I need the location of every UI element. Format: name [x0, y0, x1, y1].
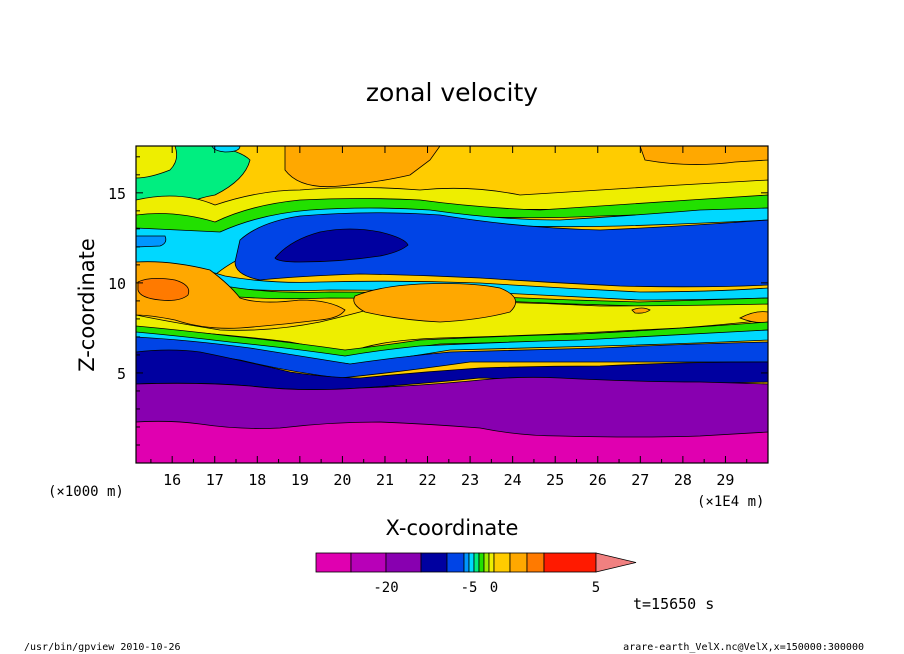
footer-right: arare-earth_VelX.nc@VelX,x=150000:300000 — [623, 642, 864, 653]
colorbar-box — [483, 552, 490, 573]
colorbar-box — [420, 552, 448, 573]
colorbar: -20 -5 0 5 — [315, 552, 637, 596]
colorbar-box — [493, 552, 511, 573]
colorbar-box — [468, 552, 475, 573]
colorbar-tick-label: 0 — [490, 580, 498, 596]
x-axis-unit: (×1E4 m) — [697, 494, 764, 510]
y-axis-ticks: 5 10 15 — [108, 156, 768, 446]
colorbar-tick-label: -5 — [461, 580, 478, 596]
contour-fill-magenta-bottom — [136, 420, 768, 463]
x-axis-ticks: 16 17 18 19 20 21 22 23 24 25 26 27 28 29 — [150, 146, 748, 489]
x-tick-label: 26 — [589, 471, 607, 489]
x-tick-label: 22 — [418, 471, 436, 489]
x-tick-label: 25 — [546, 471, 564, 489]
x-tick-label: 19 — [291, 471, 309, 489]
x-tick-label: 18 — [248, 471, 266, 489]
contour-fill-cyan-top-patch — [211, 146, 241, 153]
colorbar-box — [509, 552, 528, 573]
colorbar-box — [473, 552, 480, 573]
contour-fill-navy-core — [274, 228, 409, 263]
contour-fill-orange-core — [353, 283, 517, 323]
contour-fill-orange-left — [136, 261, 346, 329]
x-tick-label: 17 — [206, 471, 224, 489]
y-tick-label: 15 — [108, 185, 126, 203]
colorbar-box — [543, 552, 597, 573]
x-axis-label: X-coordinate — [386, 516, 519, 540]
colorbar-box — [350, 552, 387, 573]
time-label: t=15650 s — [633, 595, 714, 613]
x-tick-label: 28 — [674, 471, 692, 489]
x-tick-label: 24 — [504, 471, 522, 489]
contour-fill-darkorange-left — [137, 278, 190, 301]
colorbar-box — [526, 552, 545, 573]
colorbar-box — [446, 552, 465, 573]
colorbar-box — [478, 552, 485, 573]
x-tick-label: 23 — [461, 471, 479, 489]
colorbar-box — [315, 552, 352, 573]
colorbar-tick-label: -20 — [373, 580, 398, 596]
contour-fill-lightblue-left-patch — [136, 235, 167, 248]
colorbar-tick-label: 5 — [592, 580, 600, 596]
colorbar-box — [385, 552, 422, 573]
x-tick-label: 16 — [163, 471, 181, 489]
x-tick-label: 27 — [631, 471, 649, 489]
y-tick-label: 5 — [117, 365, 126, 383]
contour-fill-yellow-left — [136, 146, 178, 179]
x-tick-label: 21 — [376, 471, 394, 489]
colorbar-box — [463, 552, 470, 573]
y-tick-label: 10 — [108, 275, 126, 293]
footer-left: /usr/bin/gpview 2010-10-26 — [24, 642, 181, 653]
colorbar-box — [488, 552, 495, 573]
colorbar-extension-arrow — [595, 552, 637, 573]
x-tick-label: 29 — [716, 471, 734, 489]
contour-fill-orange-top-right — [639, 146, 768, 165]
x-tick-label: 20 — [333, 471, 351, 489]
contour-fill-orange-right-edge — [739, 311, 768, 323]
contour-fill-orange-speck — [631, 307, 651, 314]
plot-frame — [135, 145, 769, 464]
contour-fill-orange-top-left — [284, 146, 441, 188]
y-axis-label: Z-coordinate — [75, 238, 99, 372]
y-axis-unit: (×1000 m) — [48, 484, 124, 500]
contour-plot-area: 16 17 18 19 20 21 22 23 24 25 26 27 28 29 5 10 15 — [108, 145, 769, 489]
chart-title: zonal velocity — [366, 78, 538, 107]
